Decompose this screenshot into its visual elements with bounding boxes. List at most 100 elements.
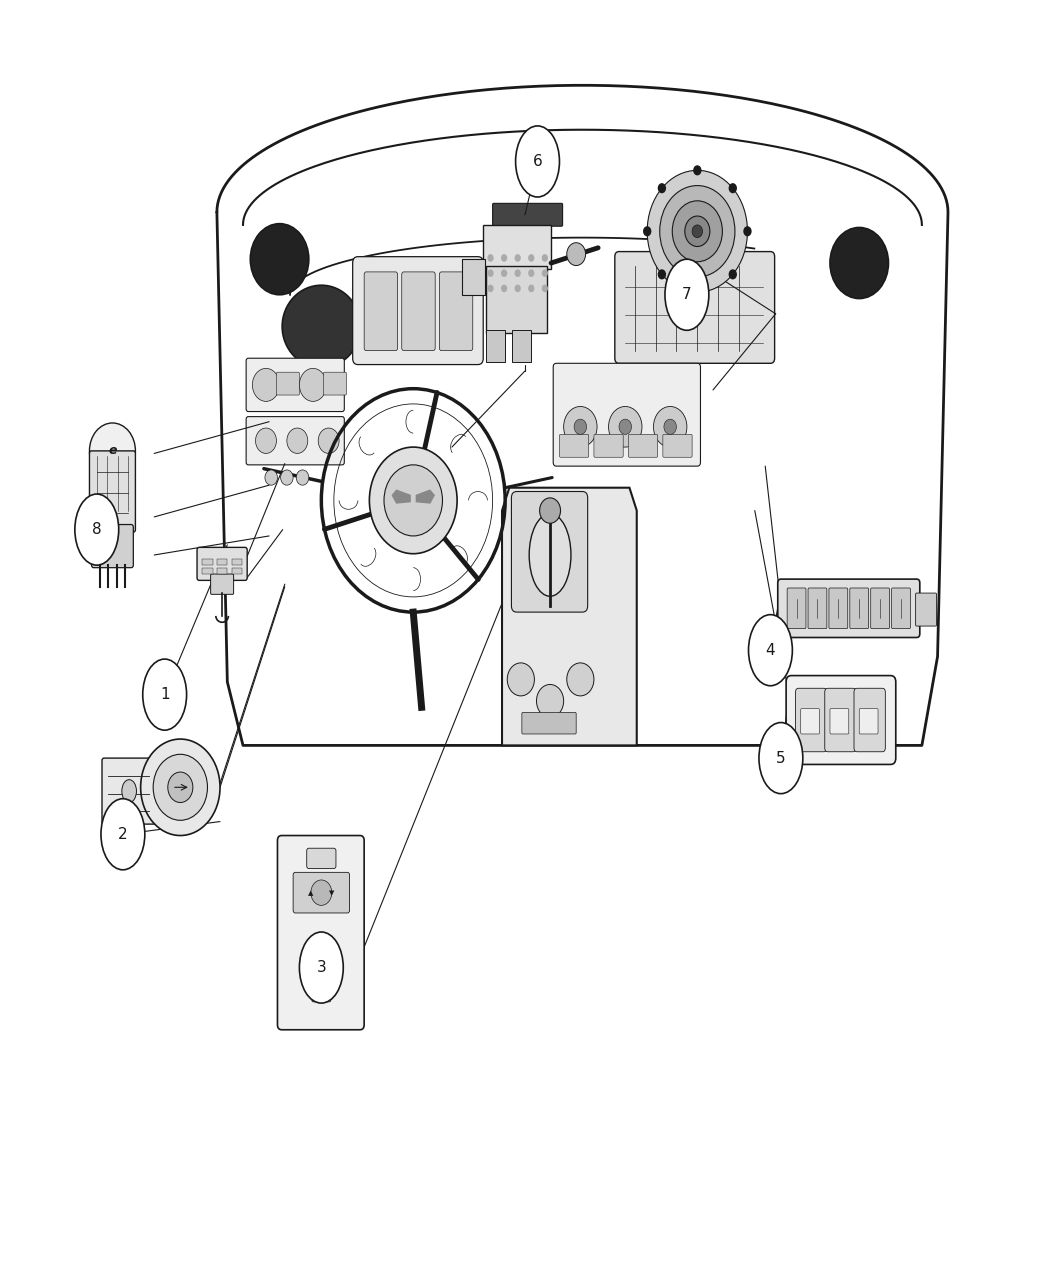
FancyBboxPatch shape	[615, 251, 775, 363]
Ellipse shape	[759, 723, 803, 793]
Circle shape	[693, 287, 701, 297]
Ellipse shape	[101, 798, 145, 870]
FancyBboxPatch shape	[486, 330, 505, 362]
Circle shape	[168, 773, 193, 802]
FancyBboxPatch shape	[323, 372, 346, 395]
FancyBboxPatch shape	[830, 709, 848, 734]
FancyBboxPatch shape	[511, 492, 588, 612]
Circle shape	[729, 184, 737, 194]
Ellipse shape	[749, 615, 793, 686]
Circle shape	[287, 428, 308, 454]
Ellipse shape	[143, 659, 187, 731]
FancyBboxPatch shape	[203, 567, 213, 574]
FancyBboxPatch shape	[102, 759, 156, 824]
Polygon shape	[393, 491, 411, 502]
FancyBboxPatch shape	[891, 588, 910, 629]
Circle shape	[318, 428, 339, 454]
FancyBboxPatch shape	[217, 567, 228, 574]
Circle shape	[514, 284, 521, 292]
Text: 6: 6	[532, 154, 543, 170]
Circle shape	[89, 423, 135, 479]
Circle shape	[299, 368, 327, 402]
Circle shape	[693, 166, 701, 176]
Circle shape	[542, 269, 548, 277]
FancyBboxPatch shape	[364, 272, 398, 351]
Circle shape	[370, 448, 457, 553]
Text: 4: 4	[765, 643, 775, 658]
FancyBboxPatch shape	[492, 203, 563, 226]
FancyBboxPatch shape	[462, 259, 485, 295]
Circle shape	[542, 254, 548, 261]
FancyBboxPatch shape	[808, 588, 826, 629]
FancyBboxPatch shape	[916, 593, 937, 626]
FancyBboxPatch shape	[276, 372, 299, 395]
FancyBboxPatch shape	[307, 941, 336, 961]
Circle shape	[659, 186, 735, 277]
Text: 3: 3	[316, 960, 327, 975]
Circle shape	[296, 470, 309, 486]
Ellipse shape	[282, 286, 360, 367]
Circle shape	[643, 226, 651, 236]
Circle shape	[311, 880, 332, 905]
Circle shape	[542, 284, 548, 292]
Circle shape	[501, 284, 507, 292]
FancyBboxPatch shape	[483, 224, 551, 269]
FancyBboxPatch shape	[203, 558, 213, 565]
Ellipse shape	[407, 289, 476, 363]
Circle shape	[487, 284, 494, 292]
Circle shape	[487, 269, 494, 277]
FancyBboxPatch shape	[231, 567, 242, 574]
Circle shape	[501, 254, 507, 261]
Circle shape	[567, 663, 594, 696]
Circle shape	[685, 215, 710, 246]
FancyBboxPatch shape	[824, 688, 856, 752]
Circle shape	[609, 407, 642, 448]
Text: 7: 7	[682, 287, 692, 302]
FancyBboxPatch shape	[439, 272, 472, 351]
FancyBboxPatch shape	[512, 330, 531, 362]
FancyBboxPatch shape	[91, 524, 133, 567]
Circle shape	[692, 224, 702, 237]
Circle shape	[528, 269, 534, 277]
Circle shape	[250, 223, 309, 295]
Circle shape	[507, 663, 534, 696]
FancyBboxPatch shape	[486, 265, 547, 333]
Circle shape	[653, 407, 687, 448]
Ellipse shape	[122, 780, 136, 802]
FancyBboxPatch shape	[89, 451, 135, 532]
FancyBboxPatch shape	[828, 588, 847, 629]
Circle shape	[252, 368, 279, 402]
FancyBboxPatch shape	[849, 588, 868, 629]
Ellipse shape	[516, 126, 560, 198]
Text: 5: 5	[776, 751, 785, 765]
Circle shape	[487, 254, 494, 261]
FancyBboxPatch shape	[796, 688, 826, 752]
Circle shape	[657, 184, 666, 194]
Ellipse shape	[75, 493, 119, 565]
Circle shape	[384, 465, 442, 536]
Ellipse shape	[529, 514, 571, 597]
Polygon shape	[417, 491, 434, 502]
FancyBboxPatch shape	[197, 547, 247, 580]
Circle shape	[514, 269, 521, 277]
Text: 2: 2	[118, 826, 128, 842]
Text: ▲: ▲	[309, 890, 314, 895]
FancyBboxPatch shape	[788, 588, 806, 629]
Circle shape	[514, 254, 521, 261]
Circle shape	[501, 269, 507, 277]
Text: 8: 8	[92, 521, 102, 537]
FancyBboxPatch shape	[663, 435, 692, 458]
Circle shape	[830, 227, 888, 298]
Circle shape	[657, 269, 666, 279]
FancyBboxPatch shape	[854, 688, 885, 752]
Circle shape	[620, 419, 631, 435]
Circle shape	[664, 419, 676, 435]
Circle shape	[528, 254, 534, 261]
FancyBboxPatch shape	[217, 558, 228, 565]
FancyBboxPatch shape	[246, 358, 344, 412]
Text: ▼: ▼	[329, 890, 335, 895]
Circle shape	[729, 269, 737, 279]
Circle shape	[567, 242, 586, 265]
Circle shape	[672, 200, 722, 261]
Circle shape	[537, 685, 564, 718]
